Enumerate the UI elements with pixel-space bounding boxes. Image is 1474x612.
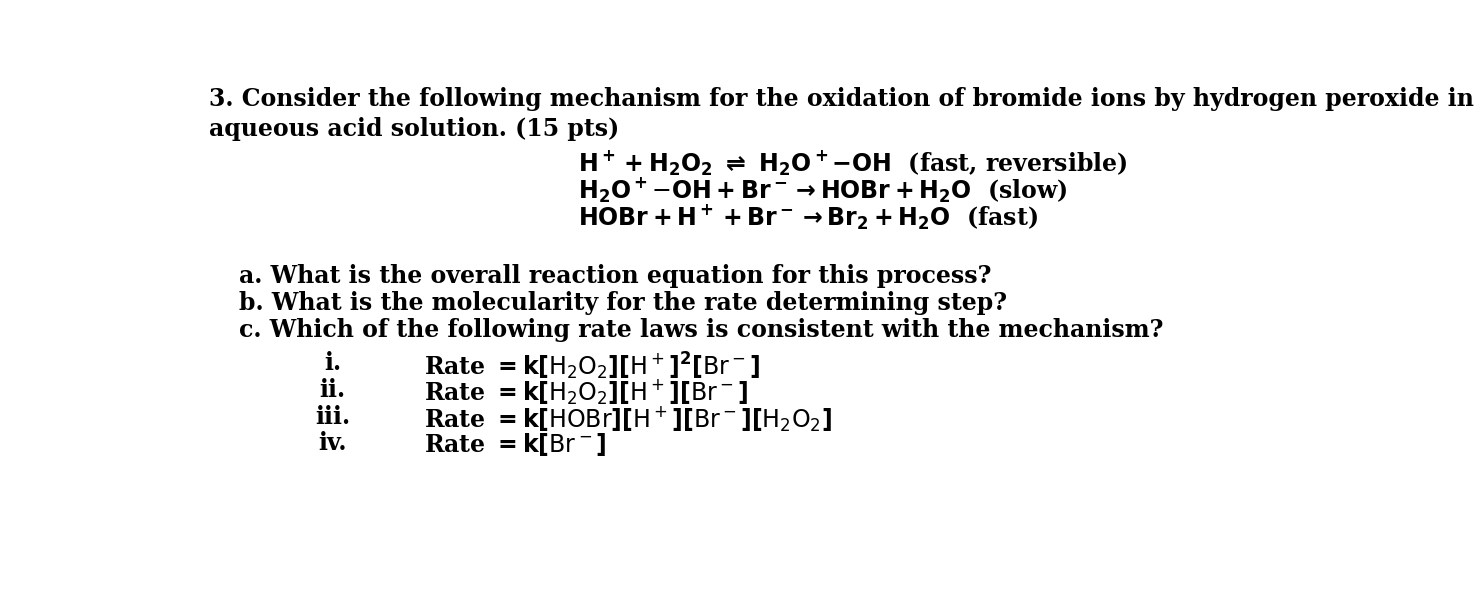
- Text: Rate $\mathbf{= k[\mathrm{H_2O_2}][\mathrm{H^+}][\mathrm{Br^-}]}$: Rate $\mathbf{= k[\mathrm{H_2O_2}][\math…: [425, 378, 749, 407]
- Text: Rate $\mathbf{= k[\mathrm{Br^-}]}$: Rate $\mathbf{= k[\mathrm{Br^-}]}$: [425, 431, 607, 458]
- Text: Rate $\mathbf{= k[\mathrm{H_2O_2}][\mathrm{H^+}]^2[\mathrm{Br^-}]}$: Rate $\mathbf{= k[\mathrm{H_2O_2}][\math…: [425, 351, 761, 382]
- Text: ii.: ii.: [320, 378, 346, 401]
- Text: $\mathbf{H^+ + H_2O_2}$ $\mathbf{\rightleftharpoons}$ $\mathbf{H_2O^+}$$\mathbf{: $\mathbf{H^+ + H_2O_2}$ $\mathbf{\rightl…: [578, 149, 1128, 178]
- Text: $\mathbf{H_2O^+\mathrm{-}OH + Br^- \rightarrow HOBr + H_2O}$  (slow): $\mathbf{H_2O^+\mathrm{-}OH + Br^- \righ…: [578, 176, 1069, 205]
- Text: aqueous acid solution. (15 pts): aqueous acid solution. (15 pts): [209, 116, 619, 141]
- Text: b. What is the molecularity for the rate determining step?: b. What is the molecularity for the rate…: [239, 291, 1007, 315]
- Text: c. Which of the following rate laws is consistent with the mechanism?: c. Which of the following rate laws is c…: [239, 318, 1163, 342]
- Text: i.: i.: [324, 351, 342, 375]
- Text: Rate $\mathbf{= k[\mathrm{HOBr}][\mathrm{H^+}][\mathrm{Br^-}][\mathrm{H_2O_2}]}$: Rate $\mathbf{= k[\mathrm{HOBr}][\mathrm…: [425, 405, 831, 434]
- Text: a. What is the overall reaction equation for this process?: a. What is the overall reaction equation…: [239, 264, 992, 288]
- Text: $\mathbf{HOBr + H^+ + Br^- \rightarrow Br_2 + H_2O}$  (fast): $\mathbf{HOBr + H^+ + Br^- \rightarrow B…: [578, 203, 1038, 232]
- Text: 3. Consider the following mechanism for the oxidation of bromide ions by hydroge: 3. Consider the following mechanism for …: [209, 88, 1474, 111]
- Text: iii.: iii.: [315, 405, 351, 428]
- Text: iv.: iv.: [318, 431, 346, 455]
